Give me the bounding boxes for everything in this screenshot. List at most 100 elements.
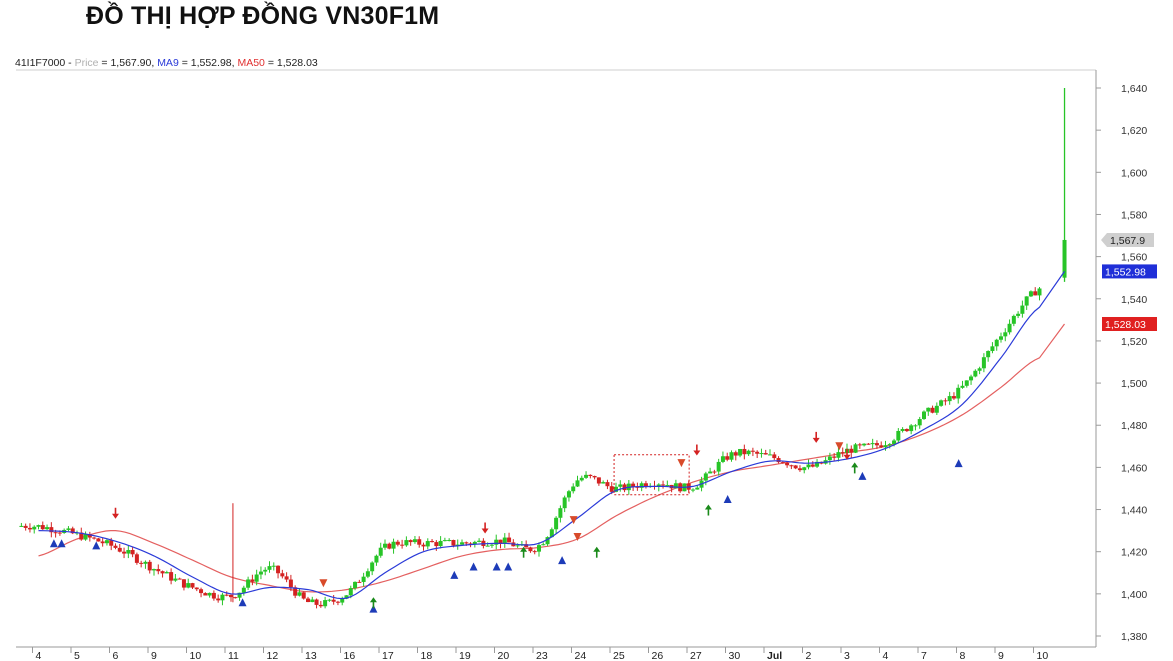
candle-body <box>738 448 743 456</box>
candle-body <box>763 453 768 455</box>
candle-body <box>673 483 678 489</box>
y-tick-label: 1,500 <box>1121 378 1147 390</box>
candle-body <box>566 491 571 498</box>
candle-body <box>104 540 109 544</box>
candle-body <box>643 483 648 487</box>
y-tick-label: 1,460 <box>1121 462 1147 474</box>
candle-body <box>79 532 84 540</box>
signal-up-arrow-head <box>851 462 859 468</box>
candle-body <box>314 599 319 605</box>
ma9-line <box>38 271 1065 600</box>
candle-body <box>246 579 251 588</box>
candle-body <box>708 471 713 474</box>
candle-body <box>614 486 618 492</box>
candle-body <box>348 588 353 596</box>
candle-body <box>733 452 738 456</box>
candle-body <box>134 554 139 563</box>
signal-up-triangle <box>450 570 459 579</box>
candle-body <box>126 550 131 554</box>
candle-body <box>365 571 370 577</box>
candle-body <box>695 487 700 490</box>
ma9-series <box>38 271 1065 600</box>
x-tick-label: 6 <box>113 650 119 661</box>
x-tick-label: 18 <box>421 650 433 661</box>
candle-body <box>1011 315 1016 324</box>
candle-body <box>139 562 144 564</box>
candle-body <box>994 339 999 347</box>
candle-body <box>549 529 554 538</box>
legend-separator: - <box>65 57 75 69</box>
x-tick-label: 9 <box>998 650 1004 661</box>
candle-body <box>340 598 345 603</box>
candle-body <box>318 604 323 607</box>
x-tick-label: 13 <box>305 650 317 661</box>
candle-body <box>498 539 503 544</box>
signal-down-triangle <box>573 532 582 541</box>
candle-body <box>241 587 246 593</box>
candle-body <box>712 471 717 473</box>
candle-body <box>49 527 54 533</box>
candle-body <box>1024 296 1029 306</box>
candle-body <box>36 525 41 527</box>
candle-body <box>691 489 695 491</box>
candle-body <box>100 541 105 544</box>
candle-body <box>109 540 114 546</box>
candle-body <box>609 486 614 492</box>
candle-body <box>571 486 576 492</box>
candle-body <box>113 545 118 548</box>
candle-body <box>293 587 298 596</box>
candle-body <box>430 541 435 543</box>
signal-up-arrow-head <box>369 597 377 603</box>
ma9-label-bg <box>1102 264 1157 279</box>
candle-body <box>939 400 944 406</box>
y-tick-label: 1,640 <box>1121 83 1147 95</box>
candle-body <box>857 444 862 446</box>
candle-body <box>280 573 285 577</box>
candle-body <box>922 411 926 420</box>
signal-down-arrow-head <box>693 450 701 456</box>
x-tick-label: 19 <box>459 650 471 661</box>
chart-legend: 41I1F7000 - Price = 1,567.90, MA9 = 1,55… <box>15 57 318 69</box>
candle-body <box>117 547 122 552</box>
x-tick-label: 12 <box>267 650 279 661</box>
candle-body <box>271 565 276 567</box>
candle-body <box>194 587 199 590</box>
ma50-label-bg <box>1102 316 1157 331</box>
candle-body <box>357 581 362 583</box>
candle-body <box>1003 332 1008 337</box>
candle-body <box>152 569 156 571</box>
candle-body <box>130 550 135 555</box>
candle-body <box>421 544 426 547</box>
candle-body <box>1007 323 1012 333</box>
candle-body <box>323 600 328 607</box>
candle-body <box>639 483 644 488</box>
candle-body <box>267 566 272 570</box>
candle-body <box>849 448 854 453</box>
candle-body <box>964 380 969 386</box>
candle-body <box>528 547 533 552</box>
candle-body <box>870 443 875 445</box>
candle-body <box>832 456 837 458</box>
y-tick-label: 1,400 <box>1121 589 1147 601</box>
candle-body <box>575 480 580 487</box>
candle-body <box>810 464 815 467</box>
candle-body <box>746 450 751 455</box>
candle-body <box>57 532 62 534</box>
candle-body <box>220 594 225 601</box>
x-tick-label: 4 <box>36 650 42 661</box>
candle-body <box>66 528 71 530</box>
candle-body <box>40 525 45 530</box>
y-tick-label: 1,620 <box>1121 125 1147 137</box>
y-tick-label: 1,380 <box>1121 631 1147 643</box>
x-tick-label: 7 <box>921 650 927 661</box>
candle-body <box>383 543 387 548</box>
legend-symbol: 41I1F7000 <box>15 57 66 69</box>
candle-body <box>622 484 627 491</box>
candle-body <box>301 592 306 599</box>
candle-body <box>720 456 725 462</box>
candle-body <box>934 405 939 413</box>
x-tick-label: 20 <box>498 650 510 661</box>
candle-body <box>892 440 897 445</box>
candle-body <box>661 484 666 486</box>
